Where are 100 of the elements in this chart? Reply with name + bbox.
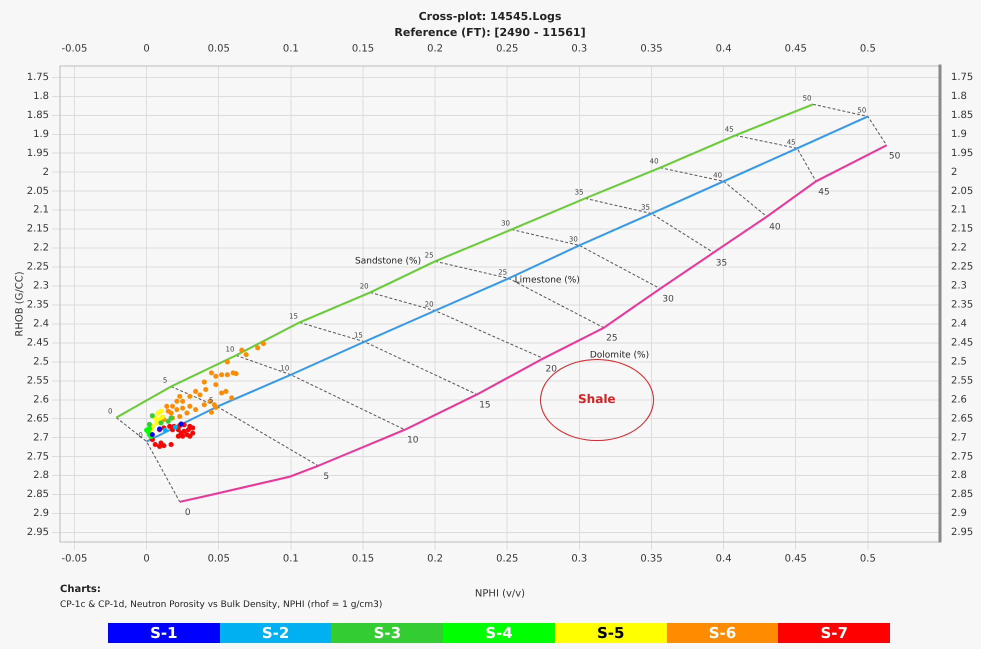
series-label: Limestone (%)	[514, 275, 580, 286]
annotation: 15	[479, 400, 491, 410]
y2-tick-label: 1.75	[951, 72, 974, 83]
point	[152, 442, 158, 448]
point	[208, 370, 214, 376]
point	[234, 371, 238, 376]
x-tick-label: 0.1	[282, 44, 299, 55]
series-label: Dolomite (%)	[590, 350, 650, 361]
point	[202, 379, 207, 384]
point	[213, 382, 218, 388]
chart-title: Cross-plot: 14545.Logs	[418, 10, 562, 23]
x-tick-label: 0.3	[571, 44, 588, 55]
point	[229, 395, 234, 400]
x-tick-label: 0.5	[860, 44, 876, 55]
y-axis-title: RHOB (G/CC)	[14, 271, 26, 337]
y-tick-label: 2.6	[33, 394, 49, 406]
x-tick-label: 0.05	[208, 44, 230, 55]
annotation: 0	[184, 508, 191, 518]
point	[158, 420, 164, 426]
x2-tick-label: 0.3	[571, 554, 588, 565]
point	[166, 418, 171, 424]
point	[180, 434, 186, 439]
point	[180, 406, 186, 411]
y2-tick-label: 2.85	[951, 489, 974, 500]
text: S-2	[220, 623, 332, 643]
y-tick-label: 1.85	[26, 110, 49, 121]
y-tick-label: 2.4	[33, 318, 49, 330]
point	[177, 414, 182, 419]
point	[224, 372, 230, 378]
text: S-1	[108, 623, 220, 643]
annotation: Shale	[578, 392, 616, 406]
y-tick-label: 2.2	[33, 242, 49, 254]
point	[260, 341, 266, 346]
y2-tick-label: 2.55	[951, 375, 974, 386]
y2-tick-label: 1.95	[951, 148, 974, 159]
annotation: 50	[888, 151, 901, 162]
x2-tick-label: 0.2	[427, 554, 444, 565]
point	[213, 404, 218, 410]
y-tick-label: 1.95	[26, 148, 49, 159]
y2-tick-label: 2.15	[951, 224, 974, 235]
y2-tick-label: 2.5	[951, 356, 967, 368]
point	[168, 410, 174, 416]
point	[202, 402, 207, 408]
y2-tick-label: 2.2	[951, 242, 967, 254]
x-tick-label: 0	[143, 44, 150, 55]
annotation: 40	[769, 222, 781, 233]
y2-tick-label: 1.85	[951, 110, 974, 121]
x2-tick-label: -0.05	[61, 554, 88, 565]
point	[174, 407, 180, 412]
text: S-6	[666, 623, 778, 643]
annotation: 5	[323, 472, 330, 482]
point	[187, 394, 192, 399]
x-tick-label: 0.25	[496, 44, 518, 55]
y2-tick-label: 2.25	[951, 262, 974, 273]
point	[239, 348, 244, 353]
y2-tick-label: 2.6	[951, 394, 967, 406]
point	[176, 434, 181, 439]
point	[158, 408, 164, 414]
y-tick-label: 2.1	[33, 204, 49, 216]
y-tick-label: 2.55	[26, 375, 49, 386]
x2-tick-label: 0.4	[716, 554, 732, 565]
point	[244, 352, 249, 358]
point	[184, 410, 190, 416]
x-tick-label: 0.35	[640, 44, 663, 55]
text: S-5	[554, 623, 667, 643]
y-tick-label: 2.45	[26, 337, 49, 348]
point	[180, 398, 186, 404]
x-axis-title: NPHI (v/v)	[474, 588, 526, 600]
y2-tick-label: 2.8	[951, 470, 967, 482]
text: S-7	[778, 623, 890, 643]
text: S-4	[443, 623, 555, 643]
y2-tick-label: 1.8	[951, 90, 967, 102]
x2-tick-label: 0.1	[282, 554, 299, 565]
y2-tick-label: 2.95	[951, 527, 974, 538]
y-tick-label: 2.25	[26, 262, 49, 273]
point	[193, 388, 198, 394]
point	[177, 394, 182, 399]
point	[213, 374, 218, 379]
x2-tick-label: 0.15	[352, 554, 374, 565]
y-tick-label: 1.9	[33, 128, 49, 140]
point	[154, 420, 160, 426]
y2-tick-label: 2.05	[951, 186, 974, 197]
y2-tick-label: 2.45	[951, 337, 974, 348]
point	[174, 398, 180, 404]
y-tick-label: 2.15	[26, 224, 49, 235]
point	[203, 387, 208, 392]
y-tick-label: 2.35	[26, 300, 49, 311]
point	[187, 404, 192, 409]
x-tick-label: -0.05	[61, 44, 88, 55]
y-tick-label: 2.9	[33, 508, 49, 520]
annotation: 35	[716, 258, 728, 269]
text: S-3	[331, 623, 444, 643]
x-tick-label: 0.2	[427, 44, 444, 55]
point	[197, 392, 202, 398]
point	[182, 428, 187, 434]
y-tick-label: 2	[42, 166, 49, 178]
y2-tick-label: 2.3	[951, 280, 967, 292]
y-tick-label: 2.95	[26, 527, 49, 538]
y-tick-label: 2.75	[26, 451, 49, 462]
y2-tick-label: 2.65	[951, 413, 974, 424]
